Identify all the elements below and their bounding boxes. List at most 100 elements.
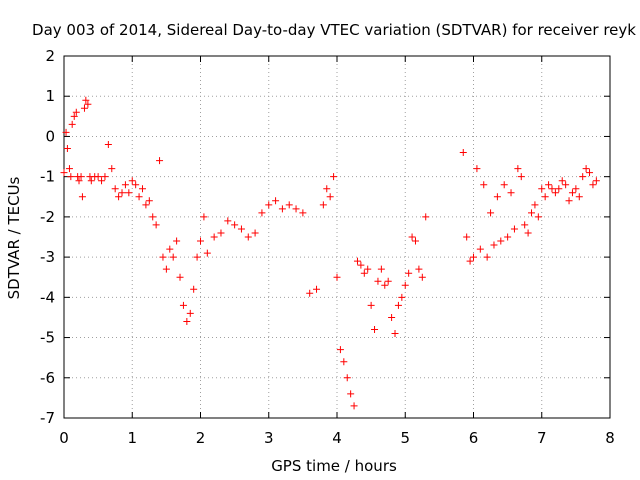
data-point [504, 233, 512, 241]
data-point [176, 273, 184, 281]
data-point [347, 390, 355, 398]
x-tick-label: 2 [196, 429, 206, 447]
data-point [77, 173, 85, 181]
data-point [156, 157, 164, 165]
data-point [575, 193, 583, 201]
data-point [357, 261, 365, 269]
y-tick-label: -6 [40, 369, 55, 387]
data-point [169, 253, 177, 261]
data-point [193, 253, 201, 261]
y-tick-label: 1 [45, 87, 55, 105]
data-point [132, 181, 140, 189]
data-point [388, 313, 396, 321]
data-point [231, 221, 239, 229]
data-point [162, 265, 170, 273]
y-tick-label: 0 [45, 127, 55, 145]
data-point [586, 169, 594, 177]
x-tick-label: 6 [469, 429, 479, 447]
x-tick-label: 0 [59, 429, 69, 447]
data-point [152, 221, 160, 229]
data-point [78, 193, 86, 201]
data-point [326, 193, 334, 201]
data-point [330, 173, 338, 181]
data-point [384, 277, 392, 285]
data-point [183, 317, 191, 325]
data-point [377, 265, 385, 273]
data-point [67, 173, 75, 181]
data-point [166, 245, 174, 253]
data-point [343, 374, 351, 382]
data-point [319, 201, 327, 209]
data-point [84, 100, 92, 108]
data-point [562, 181, 570, 189]
x-tick-label: 4 [332, 429, 342, 447]
chart-title: Day 003 of 2014, Sidereal Day-to-day VTE… [32, 21, 636, 39]
data-point [63, 145, 71, 153]
data-point [272, 197, 280, 205]
x-axis-label: GPS time / hours [271, 457, 397, 475]
data-point [401, 281, 409, 289]
data-point [70, 112, 78, 120]
data-point [145, 197, 153, 205]
data-points [60, 96, 600, 410]
y-tick-label: -7 [40, 409, 55, 427]
data-point [374, 277, 382, 285]
y-tick-label: -1 [40, 168, 55, 186]
data-point [538, 185, 546, 193]
data-point [135, 193, 143, 201]
data-point [517, 173, 525, 181]
data-point [98, 177, 106, 185]
data-point [589, 181, 597, 189]
grid-lines [64, 56, 610, 418]
data-point [490, 241, 498, 249]
data-point [80, 104, 88, 112]
data-point [336, 346, 344, 354]
data-point [579, 173, 587, 181]
x-tick-label: 7 [537, 429, 547, 447]
data-point [118, 189, 126, 197]
data-point [545, 181, 553, 189]
data-point [405, 269, 413, 277]
data-point [391, 330, 399, 338]
data-point [555, 185, 563, 193]
y-tick-label: 2 [45, 47, 55, 65]
data-point [367, 301, 375, 309]
data-point [568, 189, 576, 197]
data-point [179, 301, 187, 309]
data-point [340, 358, 348, 366]
data-point [68, 120, 76, 128]
data-point [60, 169, 68, 177]
data-point [101, 173, 109, 181]
data-point [572, 185, 580, 193]
data-point [265, 201, 273, 209]
data-point [306, 289, 314, 297]
data-point [75, 177, 83, 185]
data-point [121, 181, 129, 189]
data-point [541, 193, 549, 201]
data-point [87, 177, 95, 185]
data-point [398, 293, 406, 301]
data-point [111, 185, 119, 193]
data-point [72, 108, 80, 116]
data-point [353, 257, 361, 265]
data-point [394, 301, 402, 309]
data-point [415, 265, 423, 273]
data-point [142, 201, 150, 209]
data-point [507, 189, 515, 197]
data-point [258, 209, 266, 217]
data-point [466, 257, 474, 265]
data-point [190, 285, 198, 293]
data-point [323, 185, 331, 193]
data-point [115, 193, 123, 201]
data-point [217, 229, 225, 237]
data-point [186, 309, 194, 317]
x-tick-label: 3 [264, 429, 274, 447]
y-tick-label: -4 [40, 288, 55, 306]
x-tick-label: 8 [605, 429, 615, 447]
data-point [459, 149, 467, 157]
data-point [94, 173, 102, 181]
data-point [333, 273, 341, 281]
data-point [278, 205, 286, 213]
data-point [159, 253, 167, 261]
data-point [62, 128, 70, 136]
